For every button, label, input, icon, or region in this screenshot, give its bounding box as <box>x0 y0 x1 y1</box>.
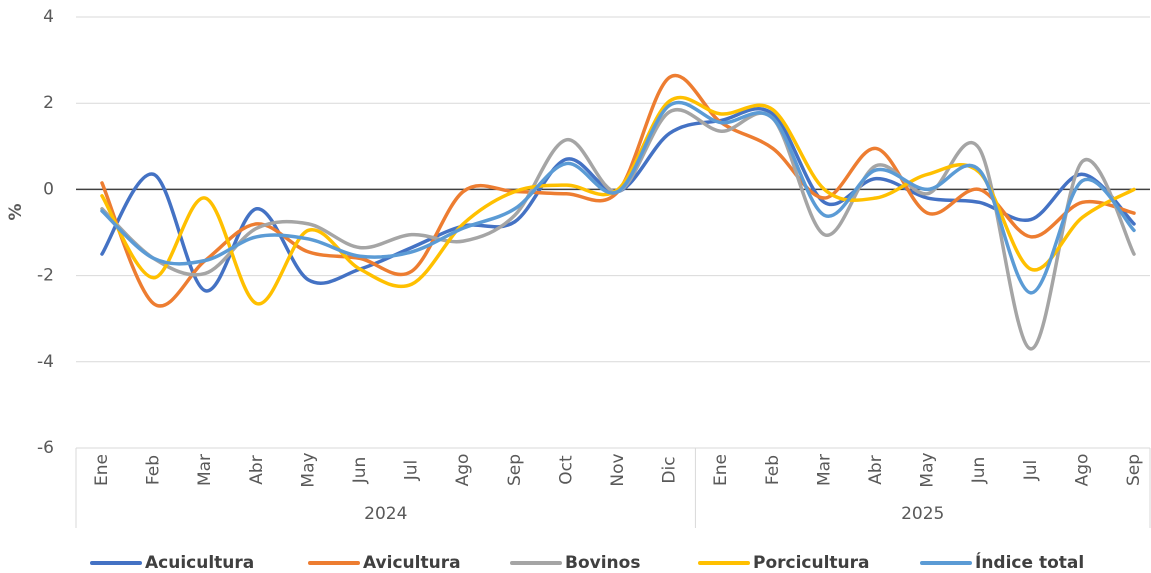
x-tick-label: Jul <box>402 460 422 482</box>
y-tick-label: -4 <box>37 352 54 372</box>
y-tick-label: 2 <box>43 93 54 113</box>
x-tick-label: Jun <box>969 457 989 485</box>
x-tick-label: Mar <box>195 454 215 486</box>
x-group-label: 2025 <box>901 504 944 524</box>
y-tick-label: -6 <box>37 438 54 458</box>
x-tick-label: Ago <box>453 454 473 487</box>
x-tick-label: Jun <box>350 457 370 485</box>
x-tick-label: May <box>918 452 938 487</box>
line-series <box>100 107 1136 293</box>
x-tick-label: Feb <box>144 455 164 485</box>
x-tick-label: Jul <box>1021 460 1041 482</box>
x-tick-label: Ene <box>92 454 112 486</box>
y-tick-label: 0 <box>43 179 54 199</box>
x-tick-label: Ene <box>711 454 731 486</box>
x-tick-label: Ago <box>1072 454 1092 487</box>
x-tick-label: Sep <box>505 454 525 486</box>
x-tick-label: Sep <box>1124 454 1144 486</box>
legend-label: Avicultura <box>363 553 461 573</box>
x-tick-label: Abr <box>866 455 886 484</box>
x-group-label: 2024 <box>364 504 407 524</box>
legend-label: Porcicultura <box>753 553 870 573</box>
x-tick-label: Abr <box>247 455 267 484</box>
y-tick-label: -2 <box>37 266 54 286</box>
x-tick-label: Nov <box>608 453 628 486</box>
y-axis-label: % <box>6 203 26 220</box>
x-tick-label: May <box>298 452 318 487</box>
legend-label: Índice total <box>975 551 1084 573</box>
x-tick-label: Dic <box>660 456 680 483</box>
line-series <box>100 100 1136 295</box>
x-tick-label: Feb <box>763 455 783 485</box>
legend-label: Bovinos <box>565 553 640 573</box>
legend-label: Acuicultura <box>145 553 254 573</box>
x-tick-label: Mar <box>814 454 834 486</box>
line-series <box>100 108 1136 351</box>
x-tick-label: Oct <box>556 455 576 485</box>
y-tick-label: 4 <box>43 7 54 27</box>
